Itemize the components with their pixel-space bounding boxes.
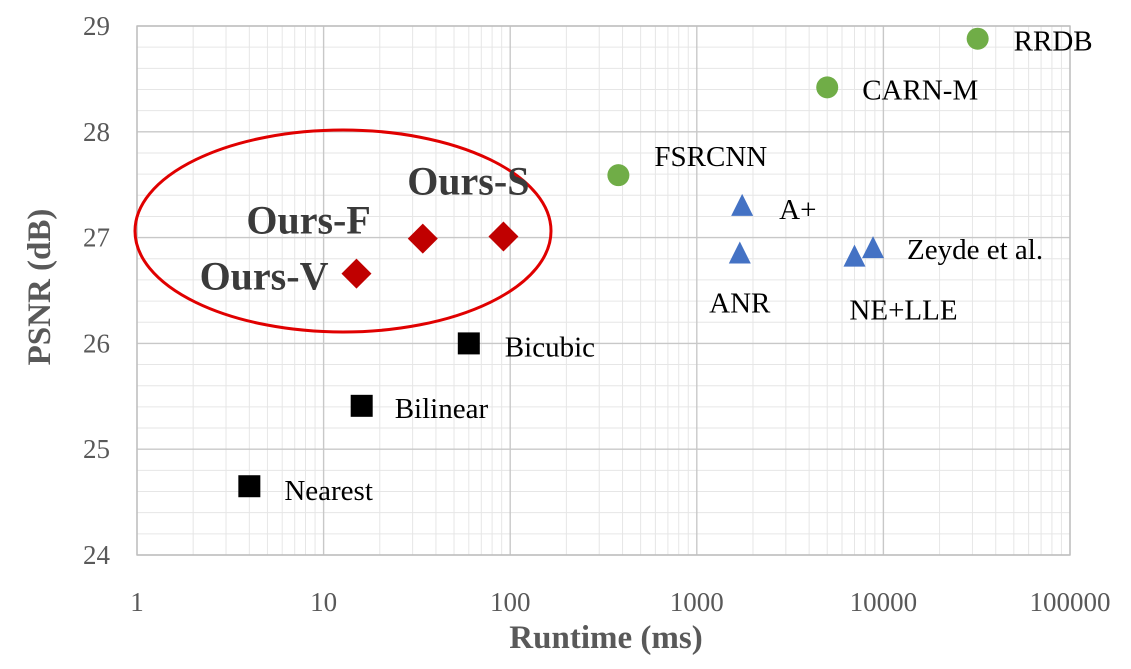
plot-border xyxy=(136,25,1071,556)
square-marker xyxy=(350,394,373,417)
y-tick-label: 25 xyxy=(83,434,110,464)
y-tick-label: 24 xyxy=(83,540,111,570)
point-label: Ours-F xyxy=(246,198,370,243)
diamond-marker xyxy=(341,258,372,289)
diamond-marker xyxy=(407,223,438,254)
data-points xyxy=(238,27,989,498)
y-tick-label: 26 xyxy=(83,328,110,358)
x-tick-label: 100 xyxy=(490,587,531,617)
point-labels: Nearest Bilinear Bicubic Ours-V Ours-F Ours-S… xyxy=(200,26,1093,508)
triangle-marker xyxy=(731,193,754,216)
triangle-marker xyxy=(862,236,885,259)
x-tick-label: 10 xyxy=(310,587,337,617)
y-tick-label: 29 xyxy=(83,11,110,41)
circle-marker xyxy=(966,27,989,50)
circle-marker xyxy=(607,164,630,187)
point-label: CARN-M xyxy=(862,74,978,106)
x-axis-title: Runtime (ms) xyxy=(509,620,702,656)
circle-marker xyxy=(816,76,839,99)
ours-highlight-ellipse xyxy=(133,128,553,334)
x-tick-label: 1 xyxy=(130,587,144,617)
point-label: FSRCNN xyxy=(654,141,767,173)
point-label: Bilinear xyxy=(395,393,489,425)
square-marker xyxy=(238,475,261,498)
tick-labels: 1 10 100 1000 10000 100000 24 25 26 27 28 29 xyxy=(83,11,1111,617)
triangle-marker xyxy=(843,244,866,267)
y-axis-title: PSNR (dB) xyxy=(22,209,58,366)
plot-frame xyxy=(136,25,1071,556)
point-label: A+ xyxy=(779,194,816,226)
point-label: ANR xyxy=(709,287,771,319)
diamond-marker xyxy=(488,221,519,252)
point-label: Ours-V xyxy=(200,254,329,299)
point-label: RRDB xyxy=(1014,26,1093,58)
y-tick-label: 27 xyxy=(83,223,110,253)
point-label: Bicubic xyxy=(505,331,595,363)
point-label: NE+LLE xyxy=(849,295,957,327)
point-label: Ours-S xyxy=(407,159,529,204)
x-tick-label: 100000 xyxy=(1030,587,1111,617)
x-tick-label: 10000 xyxy=(850,587,918,617)
point-label: Zeyde et al. xyxy=(907,234,1043,266)
square-marker xyxy=(457,332,480,355)
y-tick-label: 28 xyxy=(83,117,110,147)
highlight-ellipse xyxy=(133,128,553,334)
x-tick-label: 1000 xyxy=(670,587,724,617)
point-label: Nearest xyxy=(284,475,373,507)
triangle-marker xyxy=(728,241,751,264)
